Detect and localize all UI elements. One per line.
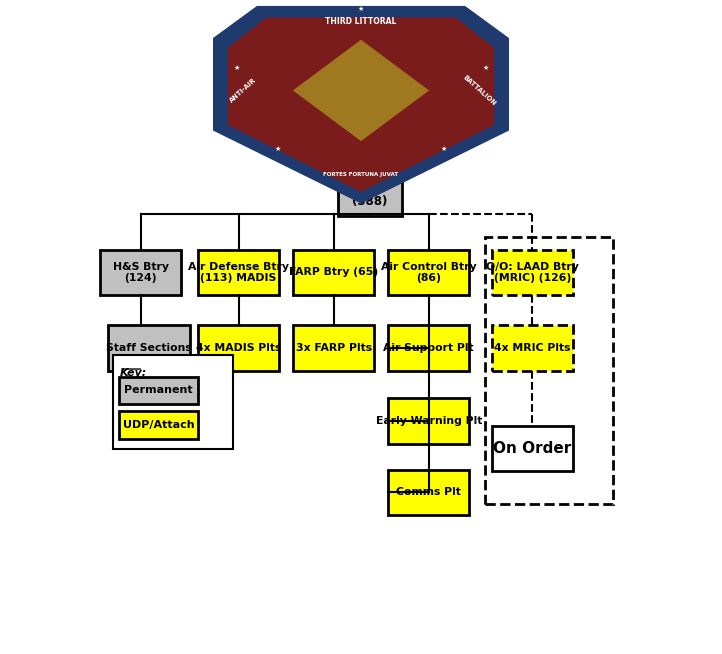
- Text: 4x MADIS Plts: 4x MADIS Plts: [196, 343, 281, 353]
- FancyBboxPatch shape: [100, 250, 181, 295]
- Text: Early Warning Plt: Early Warning Plt: [375, 416, 482, 426]
- Polygon shape: [213, 7, 509, 202]
- FancyBboxPatch shape: [338, 173, 402, 216]
- Text: ★: ★: [275, 146, 282, 152]
- Text: ★: ★: [440, 146, 447, 152]
- Text: ★: ★: [233, 65, 240, 71]
- Bar: [485, 237, 613, 504]
- FancyBboxPatch shape: [198, 250, 279, 295]
- FancyBboxPatch shape: [108, 325, 190, 371]
- FancyBboxPatch shape: [388, 250, 469, 295]
- FancyBboxPatch shape: [119, 411, 198, 439]
- Text: UDP/Attach: UDP/Attach: [123, 420, 194, 430]
- FancyBboxPatch shape: [388, 398, 469, 443]
- Bar: [113, 356, 233, 449]
- Text: Staff Sections: Staff Sections: [106, 343, 192, 353]
- Text: ★: ★: [358, 7, 364, 12]
- Text: FORTES FORTUNA JUVAT: FORTES FORTUNA JUVAT: [323, 172, 399, 177]
- Text: ANTI-AIR: ANTI-AIR: [228, 77, 257, 104]
- Polygon shape: [293, 40, 429, 141]
- FancyBboxPatch shape: [119, 377, 198, 404]
- Text: Permanent: Permanent: [124, 385, 193, 396]
- FancyBboxPatch shape: [388, 325, 469, 371]
- Text: Key:: Key:: [119, 368, 147, 378]
- FancyBboxPatch shape: [388, 470, 469, 515]
- Text: Air Control Btry
(86): Air Control Btry (86): [381, 262, 477, 283]
- Text: 4x MRIC Plts: 4x MRIC Plts: [494, 343, 570, 353]
- Text: FARP Btry (65): FARP Btry (65): [289, 267, 378, 277]
- FancyBboxPatch shape: [293, 325, 374, 371]
- FancyBboxPatch shape: [492, 426, 573, 472]
- Text: On Order: On Order: [493, 441, 571, 456]
- Text: BATTALION: BATTALION: [462, 74, 497, 107]
- FancyBboxPatch shape: [293, 250, 374, 295]
- Text: LAAB
(388): LAAB (388): [352, 181, 388, 209]
- FancyBboxPatch shape: [492, 250, 573, 295]
- Text: ★: ★: [482, 65, 489, 71]
- Text: Comms Plt: Comms Plt: [396, 487, 461, 498]
- Text: Air Support Plt: Air Support Plt: [383, 343, 474, 353]
- Text: H&S Btry
(124): H&S Btry (124): [113, 262, 169, 283]
- FancyBboxPatch shape: [492, 325, 573, 371]
- Polygon shape: [227, 18, 494, 192]
- FancyBboxPatch shape: [198, 325, 279, 371]
- Text: 3x FARP Plts: 3x FARP Plts: [295, 343, 372, 353]
- Text: THIRD LITTORAL: THIRD LITTORAL: [326, 17, 396, 26]
- Text: Air Defense Btry
(113) MADIS: Air Defense Btry (113) MADIS: [188, 262, 289, 283]
- Text: O/O: LAAD Btry
(MRIC) (126): O/O: LAAD Btry (MRIC) (126): [486, 262, 579, 283]
